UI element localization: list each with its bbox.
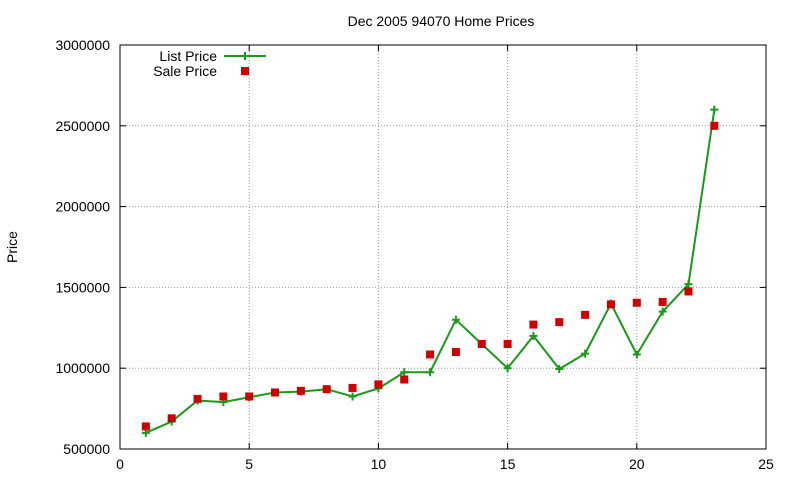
sale-price-point [658, 297, 667, 306]
y-tick-label: 500000 [63, 441, 110, 457]
list-price-point [400, 368, 409, 377]
list-price-point [581, 349, 590, 358]
x-tick-label: 0 [116, 456, 124, 472]
y-tick-label: 1500000 [55, 279, 110, 295]
sale-price-point [322, 385, 331, 394]
sale-price-point [581, 310, 590, 319]
x-tick-label: 25 [758, 456, 774, 472]
sale-price-point [503, 339, 512, 348]
y-tick-label: 1000000 [55, 360, 110, 376]
list-price-point [632, 350, 641, 359]
legend-list-price-label: List Price [159, 48, 217, 64]
sale-price-point [426, 350, 435, 359]
x-tick-label: 10 [371, 456, 387, 472]
sale-price-point [400, 375, 409, 384]
sale-price-point [632, 298, 641, 307]
y-axis: 500000 1000000 1500000 2000000 2500000 300000… [55, 37, 766, 457]
x-tick-label: 5 [245, 456, 253, 472]
list-price-point [426, 368, 435, 377]
list-price-point [555, 365, 564, 374]
list-price-line [145, 109, 716, 434]
list-price-point [348, 392, 357, 401]
list-price-point [503, 364, 512, 373]
chart-title: Dec 2005 94070 Home Prices [348, 13, 535, 29]
sale-price-point [193, 394, 202, 403]
legend-sale-price-label: Sale Price [153, 63, 217, 79]
y-tick-label: 3000000 [55, 37, 110, 53]
sale-price-point [684, 287, 693, 296]
x-tick-label: 15 [500, 456, 516, 472]
sale-price-point [451, 348, 460, 357]
sale-price-point [348, 383, 357, 392]
legend-sale-price-marker [241, 67, 249, 75]
legend-list-price-marker [241, 52, 249, 60]
x-axis: 0 5 10 15 20 25 [116, 45, 774, 472]
sale-price-point [141, 422, 150, 431]
list-price-point [658, 307, 667, 316]
sale-price-point [555, 318, 564, 327]
sale-price-point [606, 300, 615, 309]
y-axis-label: Price [4, 231, 20, 263]
sale-price-point [167, 414, 176, 423]
sale-price-point [710, 121, 719, 130]
list-price-point [710, 105, 719, 114]
sale-price-point [477, 339, 486, 348]
sale-price-point [245, 392, 254, 401]
list-price-point [684, 280, 693, 289]
sale-price-point [296, 386, 305, 395]
y-tick-label: 2000000 [55, 199, 110, 215]
grid-lines [120, 45, 766, 449]
x-tick-label: 20 [629, 456, 645, 472]
sale-price-point [374, 380, 383, 389]
sale-price-point [271, 388, 280, 397]
list-price-point [451, 315, 460, 324]
sale-price-point [219, 392, 228, 401]
sale-price-point [529, 320, 538, 329]
y-tick-label: 2500000 [55, 118, 110, 134]
series-layer [141, 105, 719, 437]
list-price-point [529, 331, 538, 340]
plot-frame [119, 44, 767, 450]
